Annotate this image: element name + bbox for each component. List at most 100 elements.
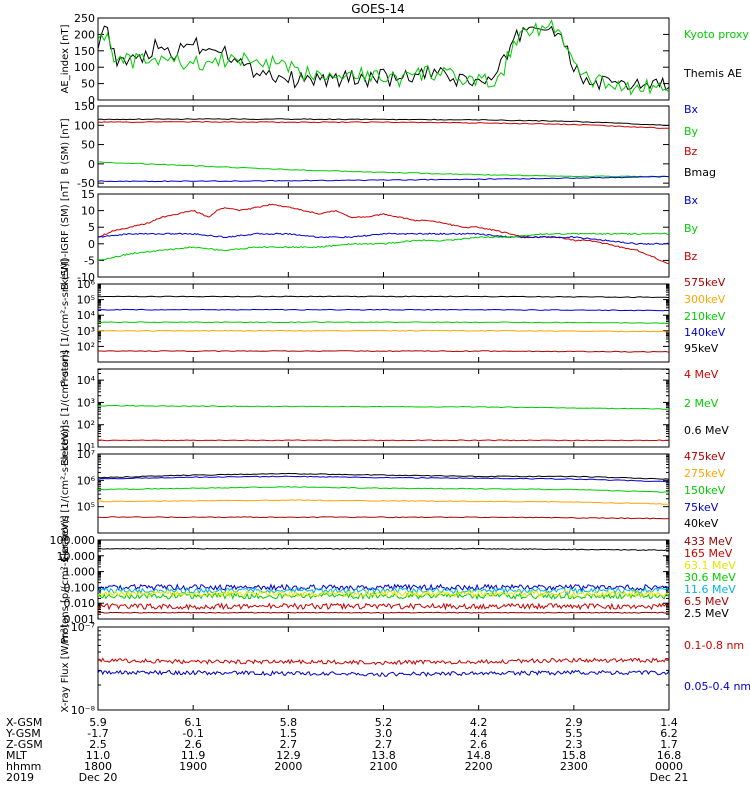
series-line (98, 485, 669, 493)
x-row-value: Dec 21 (650, 771, 689, 784)
y-tick-label: 10⁴ (77, 374, 96, 387)
series-line (98, 321, 669, 324)
y-tick-label: 10⁻⁷ (71, 621, 95, 634)
y-tick-label: 0.100 (64, 581, 96, 594)
y-tick-label: 10⁵ (77, 294, 95, 307)
y-tick-label: 100.000 (50, 534, 96, 547)
x-row-value: 1.4 (660, 716, 678, 729)
legend-entry: 300keV (684, 293, 726, 306)
x-row-value: -0.1 (182, 727, 203, 740)
x-row-value: 2200 (465, 760, 493, 773)
series-line (98, 203, 669, 265)
y-tick-label: 0 (88, 94, 95, 107)
x-row-label: Y-GSM (5, 727, 41, 740)
x-row-value: 0000 (655, 760, 683, 773)
y-tick-label: -10 (77, 271, 95, 284)
legend-entry: 275keV (684, 467, 726, 480)
legend-entry: Bx (684, 194, 699, 207)
y-tick-label: 15 (81, 188, 95, 201)
x-row-value: 4.2 (470, 716, 488, 729)
y-tick-label: -5 (84, 254, 95, 267)
x-row-label: X-GSM (6, 716, 42, 729)
series-line (98, 657, 669, 666)
y-tick-label: 10.000 (57, 550, 96, 563)
legend-entry: 140keV (684, 326, 726, 339)
x-row-value: 2.3 (565, 738, 583, 751)
panel-7: 0.001 0.010 0.100 1.000 10.000 100.000Protons… (50, 515, 737, 643)
x-row-value: 11.0 (86, 749, 111, 762)
y-tick-label: 10⁷ (77, 448, 95, 461)
figure-title: GOES-14 (351, 2, 405, 16)
legend-entry: 475keV (684, 450, 726, 463)
y-tick-label: 150 (74, 100, 95, 113)
x-row-value: 2.7 (375, 738, 393, 751)
series-line (98, 472, 669, 480)
legend-entry: Bz (684, 145, 698, 158)
x-row-label: hhmm (6, 760, 41, 773)
y-tick-label: 5 (88, 221, 95, 234)
legend-entry: 30.6 MeV (684, 571, 736, 584)
y-tick-label: 0 (88, 158, 95, 171)
series-line (98, 439, 669, 442)
x-axis-table: X-GSM 5.9 6.1 5.8 5.2 4.2 2.9 1.4 Y-GSM -1.7 -0.1 1… (5, 716, 688, 784)
x-row-value: 2000 (274, 760, 302, 773)
y-axis-label: B (SM) [nT] (60, 118, 71, 174)
panel-3: -10 -5 0 5 10 15 B (SM)-IGRF (SM) [nT] Bx By Bz (60, 181, 699, 290)
series-line (98, 308, 669, 312)
legend-entry: 0.6 MeV (684, 424, 729, 437)
y-tick-label: 10³ (77, 396, 95, 409)
y-tick-label: 0.001 (64, 613, 96, 626)
x-row-value: 5.5 (565, 727, 583, 740)
x-row-value: 1.7 (660, 738, 678, 751)
legend-entry: 0.1-0.8 nm (684, 639, 744, 652)
legend-entry: 6.5 MeV (684, 595, 729, 608)
legend-entry: By (684, 125, 699, 138)
x-row-value: 5.9 (89, 716, 107, 729)
legend-entry: Bz (684, 250, 698, 263)
y-tick-label: 50 (81, 139, 95, 152)
x-row-value: 2.7 (280, 738, 298, 751)
y-tick-label: 10⁶ (77, 278, 96, 291)
y-tick-label: 0.010 (64, 597, 96, 610)
series-line (98, 295, 669, 299)
series-line (98, 475, 669, 483)
panel-6: 10⁵ 10⁶ 10⁷ Electrons [1/(cm²-s-sr-keV)] 475… (60, 425, 726, 562)
x-row-value: 4.4 (470, 727, 488, 740)
series-line (98, 602, 669, 611)
panel-frame (97, 17, 670, 101)
x-row-value: -1.7 (87, 727, 108, 740)
x-row-value: 1.5 (280, 727, 298, 740)
y-tick-label: 10² (77, 340, 95, 353)
x-row-value: 2.6 (184, 738, 202, 751)
legend-entry: 95keV (684, 342, 719, 355)
panel-frame (97, 626, 670, 711)
x-row-value: Dec 20 (79, 771, 118, 784)
x-row-value: 1800 (84, 760, 112, 773)
legend-entry: 210keV (684, 310, 726, 323)
y-tick-label: 100 (74, 61, 95, 74)
x-row-value: 13.8 (371, 749, 396, 762)
x-row-value: 11.9 (181, 749, 206, 762)
legend-entry: 165 MeV (684, 547, 733, 560)
x-row-value: 15.8 (562, 749, 587, 762)
legend-entry: 2.5 MeV (684, 607, 729, 620)
legend-entry: 433 MeV (684, 535, 733, 548)
y-axis-label: Protons [1/(cm²-s-sr-keV)] (60, 259, 71, 387)
series-line (98, 120, 669, 129)
legend-entry: 150keV (684, 484, 726, 497)
series-line (98, 232, 669, 245)
x-row-value: 6.1 (184, 716, 202, 729)
panel-5: 10¹ 10² 10³ 10⁴ Electrons [1/(cm²-s-sr)] 4 Me… (60, 350, 729, 466)
legend-entry: By (684, 222, 699, 235)
y-tick-label: 1.000 (64, 566, 96, 579)
series-line (98, 592, 669, 601)
x-row-value: 16.8 (657, 749, 682, 762)
legend-entry: Kyoto proxy AE (684, 28, 750, 41)
series-line (98, 669, 669, 678)
series-line (98, 19, 669, 96)
legend-entry: Themis AE (683, 67, 742, 80)
legend-entry: 575keV (684, 276, 726, 289)
